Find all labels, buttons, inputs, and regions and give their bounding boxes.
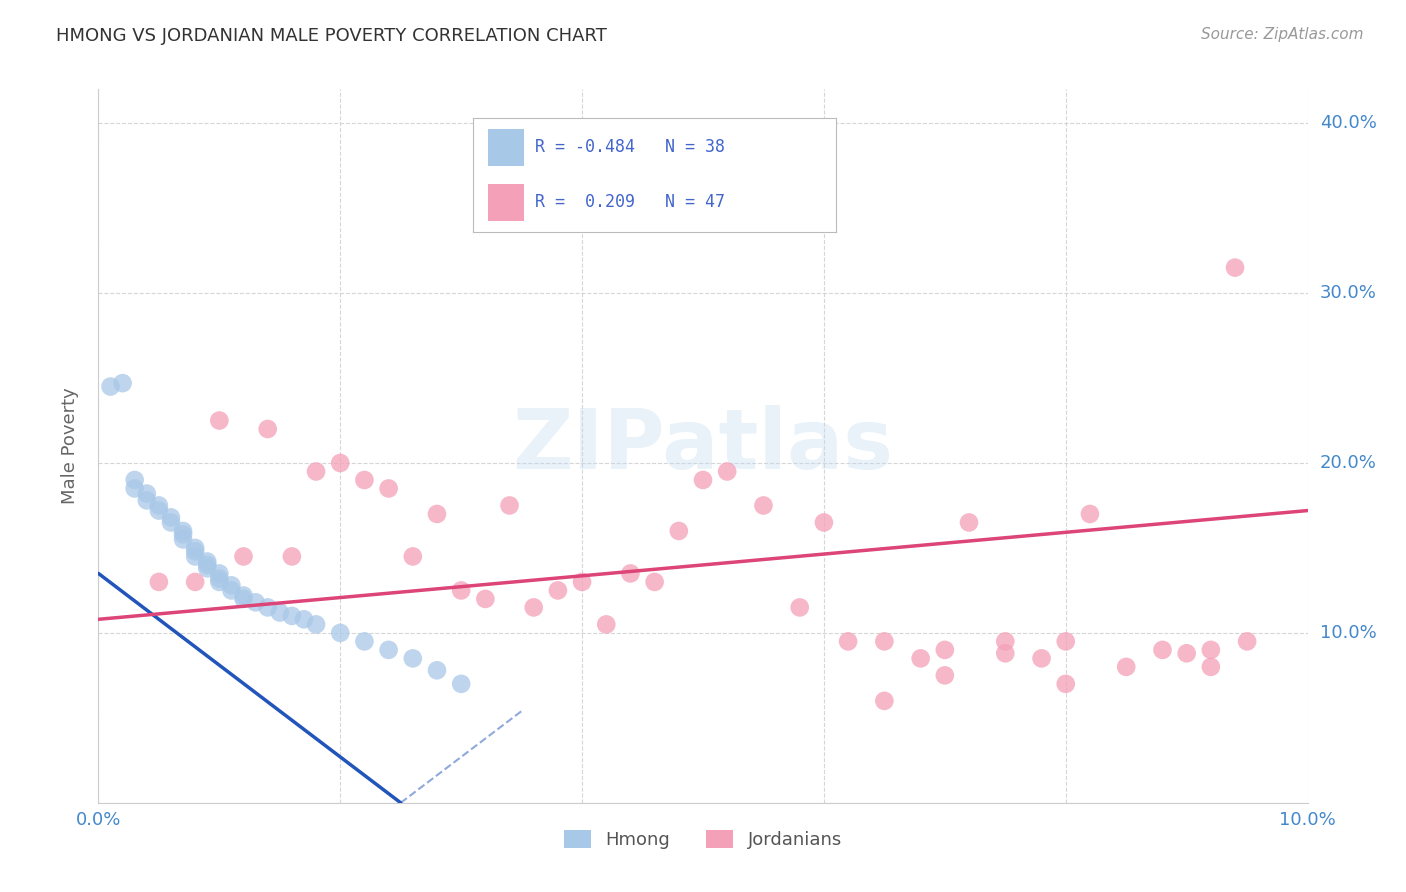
Text: 30.0%: 30.0%: [1320, 284, 1376, 302]
Point: [305, 465, 328, 479]
Point: [281, 549, 304, 564]
Point: [353, 473, 375, 487]
Point: [245, 595, 267, 609]
Point: [957, 516, 980, 530]
Point: [571, 574, 593, 589]
Point: [148, 574, 170, 589]
Point: [934, 643, 956, 657]
Point: [450, 583, 472, 598]
Point: [292, 612, 315, 626]
Text: Source: ZipAtlas.com: Source: ZipAtlas.com: [1201, 27, 1364, 42]
Point: [1152, 643, 1174, 657]
Point: [402, 549, 425, 564]
Point: [426, 507, 449, 521]
Point: [329, 456, 352, 470]
Point: [474, 591, 496, 606]
Point: [100, 379, 122, 393]
Point: [1054, 677, 1077, 691]
Point: [377, 482, 399, 496]
Point: [135, 493, 157, 508]
Point: [692, 473, 714, 487]
Point: [172, 524, 194, 538]
Point: [668, 524, 690, 538]
Point: [148, 503, 170, 517]
Point: [426, 663, 449, 677]
Point: [148, 499, 170, 513]
Point: [172, 527, 194, 541]
Point: [208, 566, 231, 581]
Point: [1175, 646, 1198, 660]
Text: 40.0%: 40.0%: [1320, 114, 1376, 132]
Point: [813, 516, 835, 530]
Point: [619, 566, 641, 581]
Point: [124, 482, 146, 496]
Point: [208, 574, 231, 589]
Point: [377, 643, 399, 657]
Point: [232, 589, 254, 603]
Point: [184, 541, 207, 555]
Point: [221, 578, 243, 592]
Point: [910, 651, 932, 665]
Point: [256, 600, 278, 615]
Point: [595, 617, 617, 632]
Point: [281, 608, 304, 623]
Point: [873, 634, 896, 648]
Legend: Hmong, Jordanians: Hmong, Jordanians: [555, 821, 851, 858]
Point: [498, 499, 520, 513]
Point: [1031, 651, 1053, 665]
Point: [837, 634, 859, 648]
Point: [195, 555, 218, 569]
Text: 10.0%: 10.0%: [1320, 624, 1376, 642]
Point: [1078, 507, 1101, 521]
Point: [184, 549, 207, 564]
Text: ZIPatlas: ZIPatlas: [513, 406, 893, 486]
Point: [160, 510, 183, 524]
Point: [1236, 634, 1258, 648]
Point: [1115, 660, 1137, 674]
Point: [523, 600, 546, 615]
Point: [160, 516, 183, 530]
Point: [208, 413, 231, 427]
Text: HMONG VS JORDANIAN MALE POVERTY CORRELATION CHART: HMONG VS JORDANIAN MALE POVERTY CORRELAT…: [56, 27, 607, 45]
Point: [402, 651, 425, 665]
Point: [305, 617, 328, 632]
Point: [184, 574, 207, 589]
Point: [329, 626, 352, 640]
Point: [450, 677, 472, 691]
Point: [124, 473, 146, 487]
Point: [789, 600, 811, 615]
Point: [752, 499, 775, 513]
Point: [184, 544, 207, 558]
Point: [994, 646, 1017, 660]
Point: [256, 422, 278, 436]
Point: [1199, 643, 1222, 657]
Point: [644, 574, 666, 589]
Point: [873, 694, 896, 708]
Point: [934, 668, 956, 682]
Point: [195, 561, 218, 575]
Point: [353, 634, 375, 648]
Point: [208, 572, 231, 586]
Point: [232, 591, 254, 606]
Text: 20.0%: 20.0%: [1320, 454, 1376, 472]
Point: [221, 583, 243, 598]
Point: [232, 549, 254, 564]
Point: [195, 558, 218, 572]
Point: [1199, 660, 1222, 674]
Point: [172, 533, 194, 547]
Point: [135, 486, 157, 500]
Point: [547, 583, 569, 598]
Point: [269, 606, 291, 620]
Point: [111, 376, 134, 391]
Point: [1054, 634, 1077, 648]
Point: [994, 634, 1017, 648]
Point: [1223, 260, 1246, 275]
Y-axis label: Male Poverty: Male Poverty: [60, 388, 79, 504]
Point: [716, 465, 738, 479]
